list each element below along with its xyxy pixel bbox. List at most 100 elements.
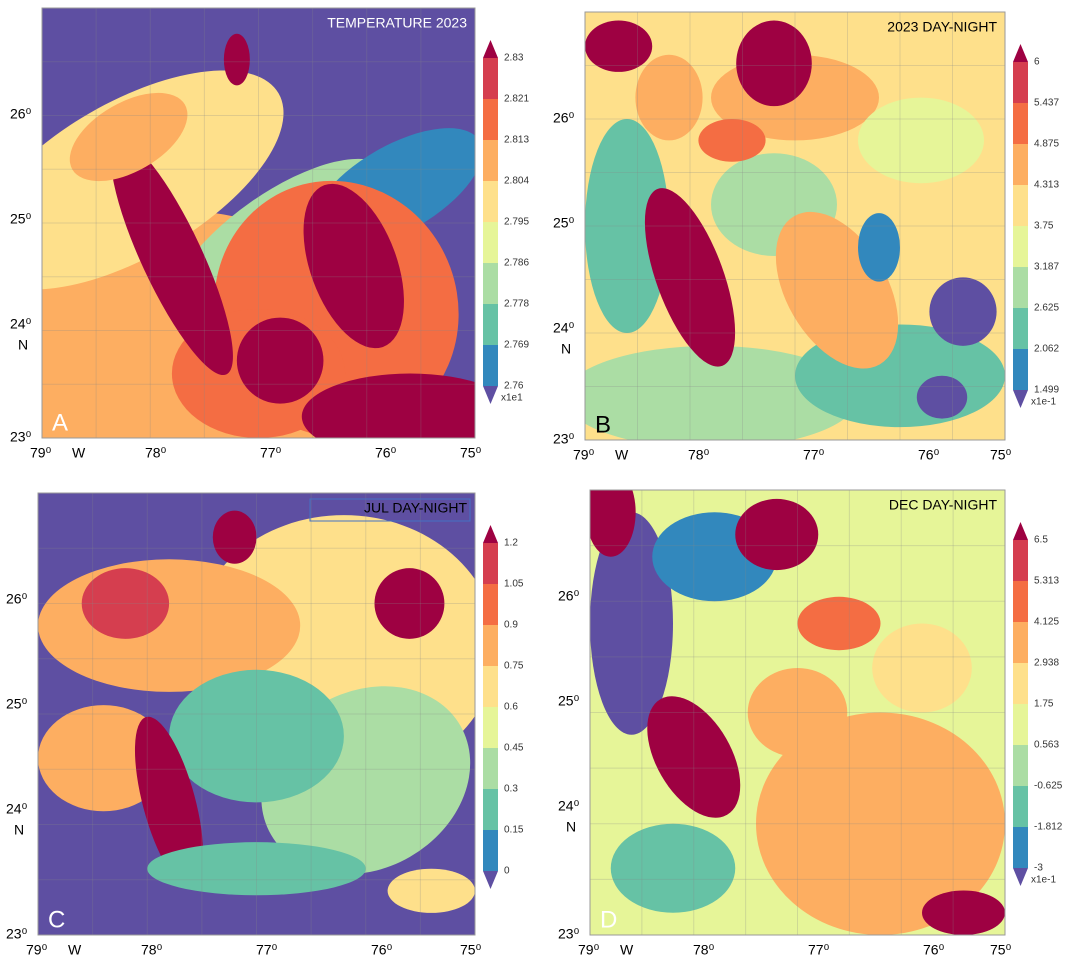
colorbar-bin [483, 58, 498, 99]
colorbar-bin [483, 789, 498, 830]
lon-label: 76⁰ [923, 942, 945, 958]
lon-label: 77⁰ [808, 942, 830, 958]
colorbar-bin [1013, 267, 1028, 308]
colorbar-label: 5.313 [1034, 576, 1059, 587]
colorbar-bin [1013, 786, 1028, 827]
colorbar-label: 2.83 [504, 53, 524, 64]
colorbar-bin [483, 304, 498, 345]
colorbar-bin [483, 140, 498, 181]
lat-label: 25⁰ [553, 215, 575, 231]
colorbar-label: 6 [1034, 57, 1040, 68]
map-region [147, 842, 366, 896]
map-image [590, 490, 1005, 935]
map-frame [37, 492, 476, 936]
map-image [38, 493, 475, 935]
panel-letter: B [595, 411, 611, 438]
colorbar-label: 2.821 [504, 94, 529, 105]
lat-label: 24⁰ [553, 320, 575, 336]
lon-label: 79⁰ [573, 447, 595, 463]
map-region [610, 823, 736, 913]
colorbar-bin [1013, 308, 1028, 349]
colorbar-bin [1013, 62, 1028, 103]
map-region [134, 716, 204, 889]
map-region [747, 668, 848, 757]
map-region [301, 373, 475, 438]
lat-label: 26⁰ [553, 110, 575, 126]
map-region [110, 139, 233, 376]
colorbar-label: 1.05 [504, 579, 524, 590]
lat-label: 26⁰ [558, 588, 580, 604]
colorbar-bin [1013, 349, 1028, 390]
colorbar-bin [1013, 581, 1028, 622]
map-panel: JUL DAY-NIGHT C 1.2 1.05 0.9 0.75 0.6 0.45 0.3 0.… [6, 492, 524, 958]
map-region [236, 317, 324, 404]
colorbar-label: 2.938 [1034, 658, 1059, 669]
colorbar-extend [1013, 522, 1028, 540]
map-region [644, 188, 736, 367]
colorbar-extend [483, 40, 498, 58]
lon-label: 77⁰ [256, 942, 278, 958]
lon-label: 77⁰ [260, 445, 282, 461]
map-region [212, 510, 257, 564]
colorbar-label: 2.062 [1034, 344, 1059, 355]
colorbar-label: 0.9 [504, 620, 518, 631]
colorbar-unit: x1e-1 [1031, 875, 1056, 886]
lon-label: 78⁰ [141, 942, 163, 958]
colorbar-bin [1013, 103, 1028, 144]
map-region [756, 712, 1005, 935]
lat-label: 23⁰ [553, 431, 575, 447]
map-region [858, 213, 900, 282]
lat-hemisphere: N [14, 822, 24, 838]
colorbar-bin [1013, 622, 1028, 663]
lon-label: 76⁰ [918, 447, 940, 463]
map-region [585, 20, 653, 72]
map-region [585, 345, 858, 440]
colorbar-bin [483, 830, 498, 871]
panel-title: DEC DAY-NIGHT [889, 497, 998, 513]
lat-hemisphere: N [561, 341, 571, 357]
colorbar-label: 3.187 [1034, 262, 1059, 273]
colorbar-extend [483, 386, 498, 404]
colorbar-label: 2.786 [504, 258, 529, 269]
lon-label: 75⁰ [460, 445, 482, 461]
colorbar-bin [483, 263, 498, 304]
colorbar-extend [483, 525, 498, 543]
lat-label: 25⁰ [558, 693, 580, 709]
map-image [585, 12, 1005, 440]
map-region [590, 490, 636, 557]
colorbar-label: 0.6 [504, 702, 518, 713]
lat-hemisphere: N [18, 337, 28, 353]
lon-hemisphere: W [615, 447, 629, 463]
lat-label: 24⁰ [558, 798, 580, 814]
lat-label: 23⁰ [558, 926, 580, 942]
lon-label: 79⁰ [578, 942, 600, 958]
map-region [387, 868, 475, 913]
colorbar-label: 4.125 [1034, 617, 1059, 628]
map-region [374, 568, 445, 639]
lon-label: 78⁰ [145, 445, 167, 461]
lon-label: 75⁰ [990, 447, 1012, 463]
lat-label: 24⁰ [10, 316, 32, 332]
colorbar-label: 0.45 [504, 743, 524, 754]
lat-label: 24⁰ [6, 801, 28, 817]
title-box [309, 498, 471, 522]
map-region [797, 596, 881, 651]
colorbar-label: 2.625 [1034, 303, 1059, 314]
map-region [858, 97, 984, 184]
lat-label: 26⁰ [10, 106, 32, 122]
colorbar-bin [483, 181, 498, 222]
lat-label: 26⁰ [6, 591, 28, 607]
colorbar-extend [1013, 868, 1028, 886]
colorbar-bin [1013, 827, 1028, 868]
colorbar-extend [483, 871, 498, 889]
lon-hemisphere: W [620, 942, 634, 958]
map-region [303, 183, 404, 349]
colorbar-bin [483, 707, 498, 748]
colorbar-label: 1.75 [1034, 699, 1054, 710]
colorbar-label: 1.2 [504, 538, 518, 549]
colorbar-bin [483, 584, 498, 625]
colorbar-extend [1013, 390, 1028, 408]
colorbar-unit: x1e-1 [1031, 397, 1056, 408]
map-panel: TEMPERATURE 2023 A 2.83 2.821 2.813 2.804 2.79… [10, 7, 529, 461]
colorbar-label: 2.778 [504, 299, 529, 310]
